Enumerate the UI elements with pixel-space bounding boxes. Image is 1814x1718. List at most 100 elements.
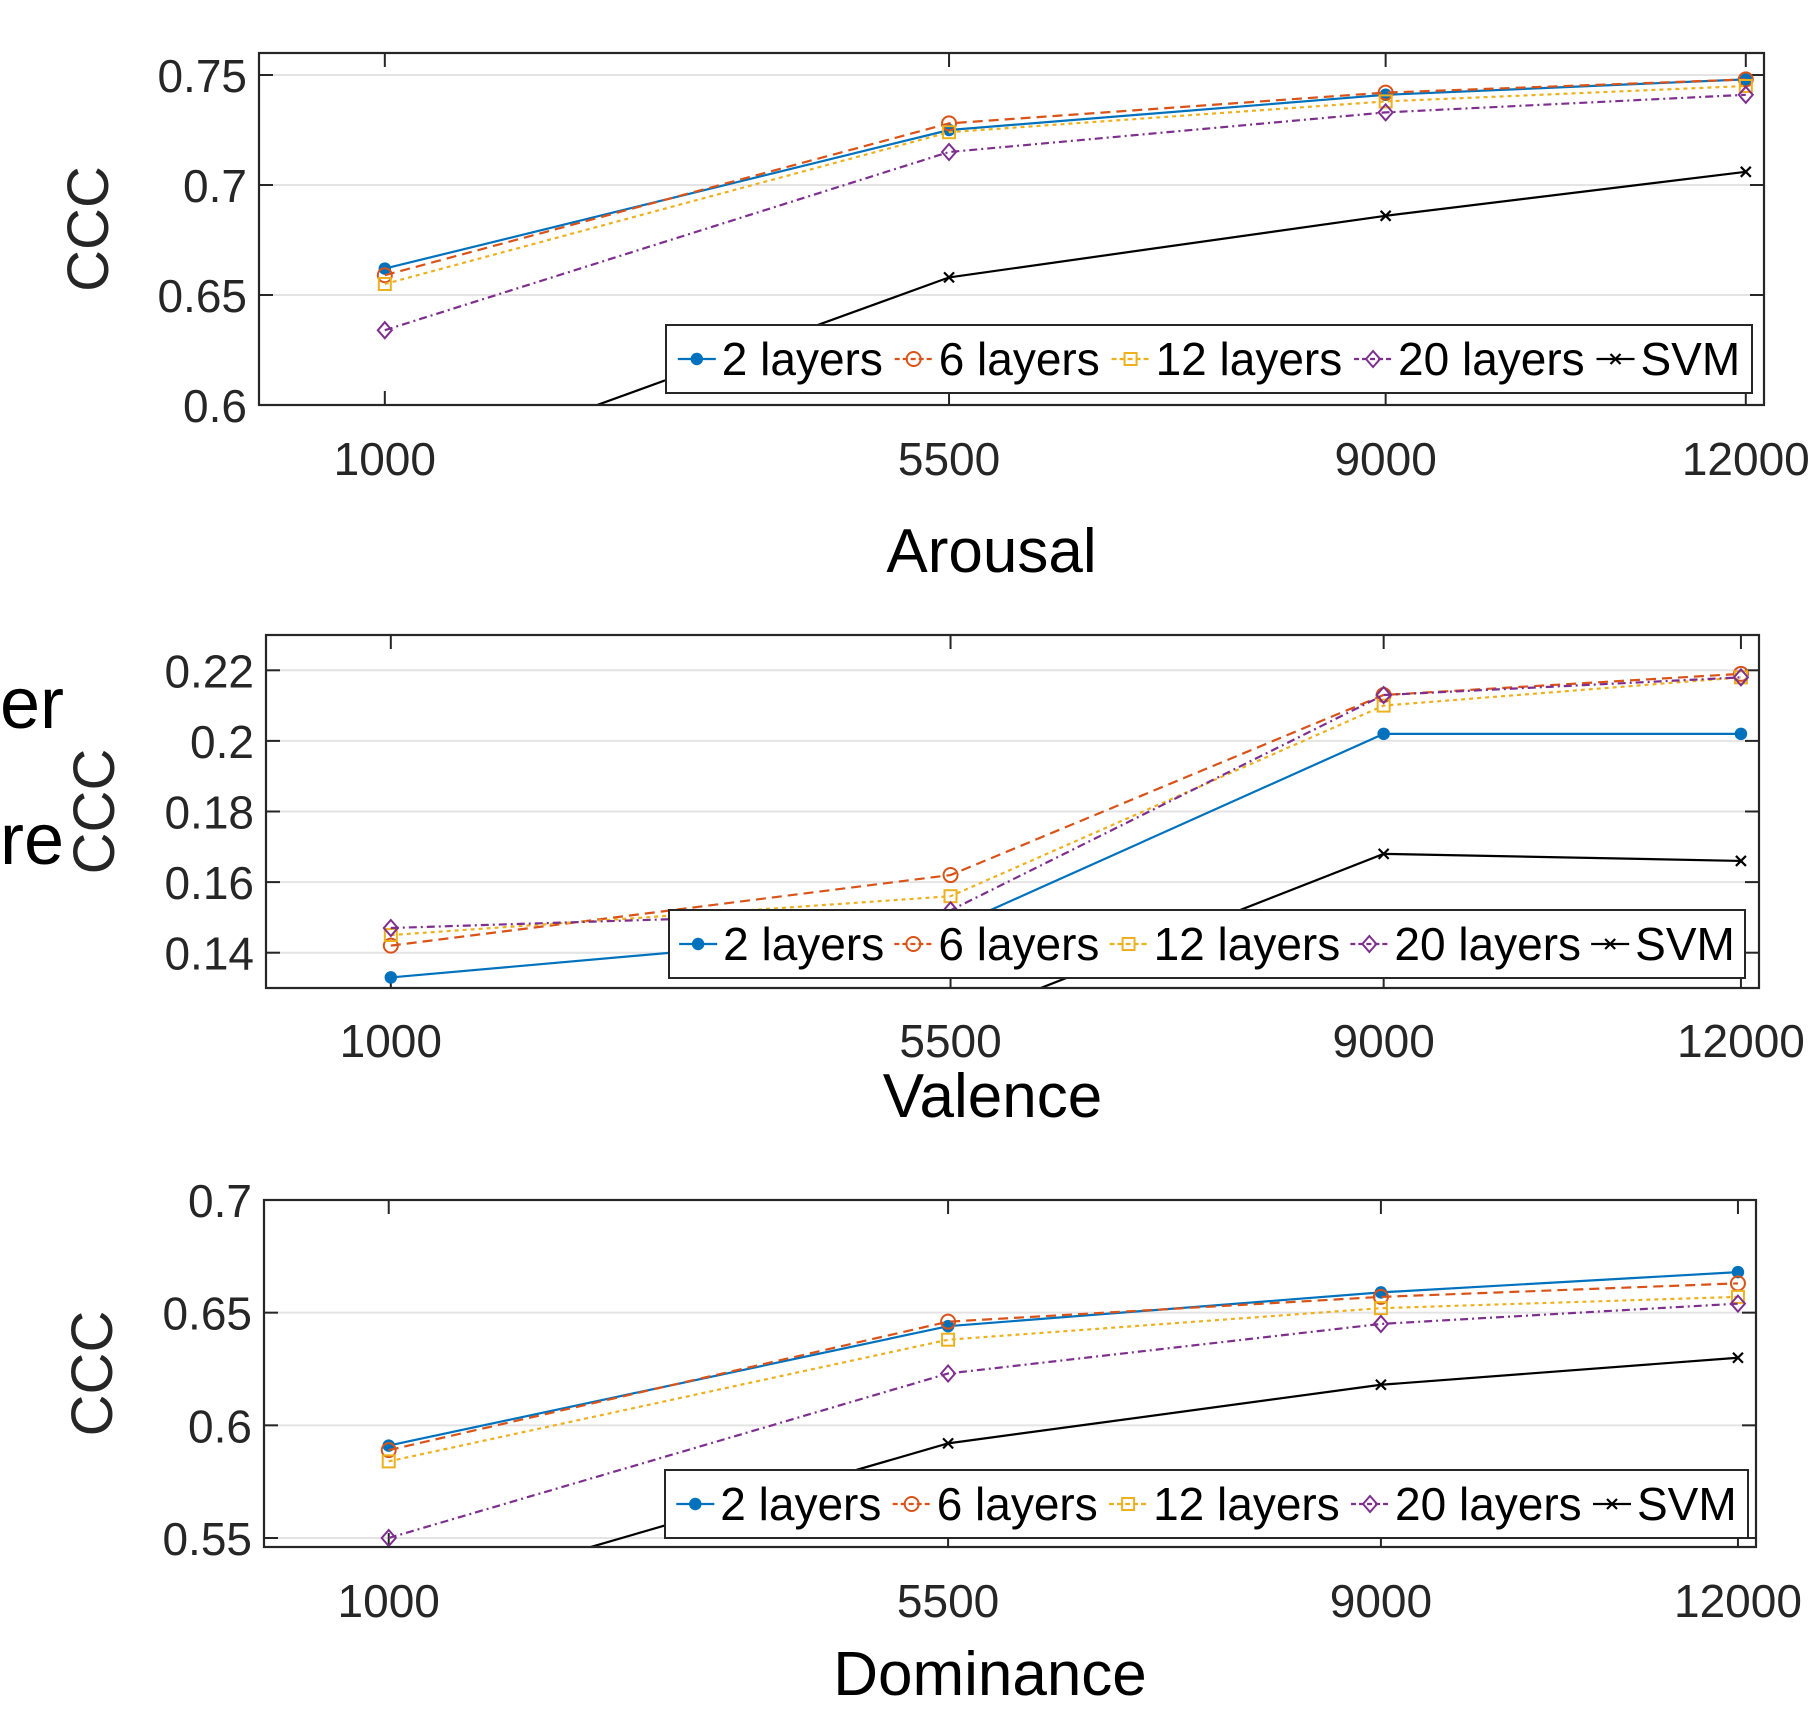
legend-label: 2 layers xyxy=(723,918,884,970)
x-tick-label: 1000 xyxy=(340,1015,442,1067)
x-tick-label: 12000 xyxy=(1677,1015,1805,1067)
legend-marker xyxy=(691,937,705,951)
cropped-text-fragment: er xyxy=(0,664,65,744)
data-point xyxy=(1735,855,1747,867)
y-tick-label: 0.75 xyxy=(157,50,247,102)
data-point xyxy=(940,142,958,162)
series-line-6-layers xyxy=(388,1282,1738,1452)
data-point xyxy=(377,277,392,291)
data-point xyxy=(1375,1378,1387,1391)
legend: 2 layers 6 layers 12 layers 20 layers SVM xyxy=(664,1469,1749,1539)
legend-label: 6 layers xyxy=(938,918,1099,970)
data-point xyxy=(943,271,955,284)
data-point xyxy=(384,971,398,984)
x-tick-label: 9000 xyxy=(1332,1015,1434,1067)
y-tick-label: 0.7 xyxy=(183,160,247,212)
chart-panel-1: 0.6 0.65 0.7 0.75 1000 5500 9000 12000 2 layers 6… xyxy=(56,50,1810,586)
y-tick-label: 0.6 xyxy=(183,380,247,432)
data-point xyxy=(1734,727,1748,741)
data-point xyxy=(1377,727,1390,741)
legend-box xyxy=(665,324,1753,394)
data-point xyxy=(1731,1265,1745,1279)
legend-label: 6 layers xyxy=(939,333,1100,385)
axes-box xyxy=(257,51,1766,407)
legend-marker xyxy=(1361,934,1378,954)
data-point xyxy=(1379,210,1392,222)
series-line-20-layers xyxy=(384,93,1746,332)
legend-label: 2 layers xyxy=(722,333,883,385)
legend-marker xyxy=(905,351,922,367)
legend-box xyxy=(664,1469,1749,1539)
legend-marker xyxy=(1361,1494,1379,1514)
legend: 2 layers 6 layers 12 layers 20 layers SVM xyxy=(668,909,1746,979)
y-tick-label: 0.22 xyxy=(164,645,254,697)
legend-marker xyxy=(690,352,704,366)
legend-marker xyxy=(1606,1498,1618,1510)
data-point xyxy=(1372,1288,1389,1305)
y-tick-label: 0.55 xyxy=(162,1513,252,1565)
plot-area xyxy=(380,1265,1747,1547)
data-point xyxy=(942,125,957,140)
cropped-left-text: er re xyxy=(0,0,80,1718)
cropped-text-fragment: re xyxy=(0,800,65,880)
y-tick-label: 0.14 xyxy=(164,928,254,980)
y-tick-label: 0.18 xyxy=(164,787,254,839)
data-point xyxy=(386,1089,396,1099)
y-axis-label: CCC xyxy=(62,749,127,875)
x-tick-label: 1000 xyxy=(334,433,436,485)
y-axis-label: CCC xyxy=(60,1311,125,1437)
data-point xyxy=(382,918,400,938)
data-point xyxy=(380,1442,397,1459)
x-tick-label: 12000 xyxy=(1682,433,1810,485)
data-point xyxy=(1730,1289,1745,1304)
legend-marker xyxy=(1364,349,1382,369)
legend-label: 20 layers xyxy=(1398,333,1585,385)
chart-panel-2: 0.14 0.16 0.18 0.2 0.22 1000 5500 9000 12000 2 la… xyxy=(62,633,1805,1131)
data-point xyxy=(1737,85,1755,105)
series-line-12-layers xyxy=(384,84,1746,286)
legend-label: 12 layers xyxy=(1153,1478,1340,1530)
legend-label: 20 layers xyxy=(1395,1478,1582,1530)
x-tick-label: 12000 xyxy=(1674,1575,1802,1627)
x-tick-label: 5500 xyxy=(899,1015,1001,1067)
legend-label: SVM xyxy=(1641,333,1741,385)
series-line-12-layers xyxy=(388,1295,1738,1463)
data-point xyxy=(1375,685,1392,705)
x-tick-label: 9000 xyxy=(1334,433,1436,485)
y-tick-label: 0.65 xyxy=(157,270,247,322)
data-point xyxy=(382,937,399,954)
series-line-20-layers xyxy=(390,676,1741,930)
data-point xyxy=(941,115,958,132)
data-point xyxy=(1377,84,1394,101)
legend-marker xyxy=(1121,1497,1136,1511)
data-point xyxy=(1377,102,1394,122)
chart-panel-3: 0.55 0.6 0.65 0.7 1000 5500 9000 12000 2 layers 6… xyxy=(60,1175,1802,1709)
legend-marker xyxy=(689,1497,702,1511)
data-point xyxy=(939,1363,957,1384)
x-axis-label: Dominance xyxy=(833,1640,1147,1709)
axes-box xyxy=(264,633,1761,990)
series-line-20-layers xyxy=(388,1302,1739,1540)
legend-label: 6 layers xyxy=(937,1478,1098,1530)
legend-marker xyxy=(1604,938,1616,950)
data-point xyxy=(1732,667,1750,687)
y-tick-label: 0.6 xyxy=(188,1400,252,1452)
legend-marker xyxy=(1609,353,1622,365)
legend-marker xyxy=(905,936,922,952)
data-point xyxy=(941,1332,956,1347)
data-point xyxy=(381,1454,396,1469)
x-tick-label: 5500 xyxy=(897,1575,999,1627)
x-tick-label: 9000 xyxy=(1330,1575,1432,1627)
x-tick-label: 5500 xyxy=(898,433,1000,485)
legend-label: 12 layers xyxy=(1156,333,1343,385)
y-tick-label: 0.65 xyxy=(162,1288,252,1340)
legend-marker xyxy=(1121,937,1136,951)
legend-box xyxy=(668,909,1746,979)
axes-box xyxy=(262,1198,1758,1549)
data-point xyxy=(1373,1301,1388,1316)
y-tick-label: 0.7 xyxy=(188,1175,252,1227)
data-point xyxy=(376,320,394,340)
data-point xyxy=(1732,1351,1744,1364)
data-point xyxy=(940,1313,957,1330)
